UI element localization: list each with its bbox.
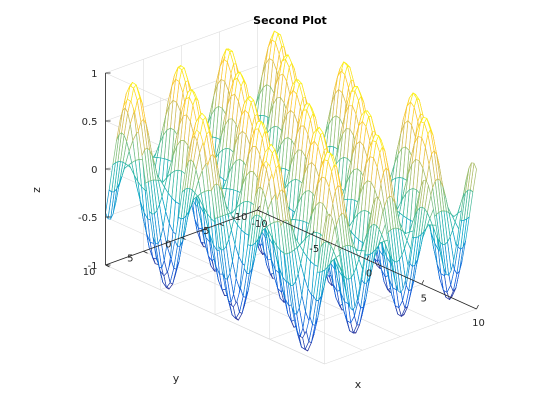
x-tick-mark — [311, 230, 315, 235]
x-tick-mark — [257, 205, 260, 211]
y-tick-label: 10 — [83, 267, 96, 278]
y-tick-mark — [257, 209, 262, 213]
y-tick-mark — [143, 250, 148, 254]
x-tick-mark — [476, 304, 479, 310]
z-tick-label: -0.5 — [78, 213, 98, 224]
z-axis-label: z — [30, 187, 43, 193]
back-grid-z — [105, 264, 325, 365]
x-tick-label: -5 — [309, 244, 319, 255]
side-grid-z — [105, 17, 258, 74]
floor-grid-y — [143, 250, 363, 351]
y-tick-label: 0 — [165, 240, 171, 251]
x-tick-label: 5 — [421, 293, 427, 304]
chart-title: Second Plot — [253, 14, 327, 27]
mesh-cell — [105, 189, 113, 220]
y-tick-mark — [181, 237, 186, 240]
surface-mesh — [105, 30, 477, 352]
y-tick-mark — [219, 223, 224, 227]
z-tick-label: 0 — [91, 165, 97, 176]
y-tick-label: -5 — [200, 226, 210, 237]
y-tick-label: -10 — [231, 212, 247, 223]
x-tick-label: 0 — [366, 269, 372, 280]
x-tick-mark — [366, 255, 370, 260]
z-tick-label: 0.5 — [82, 117, 98, 128]
x-axis-label: x — [355, 378, 362, 391]
y-tick-label: 5 — [127, 253, 133, 264]
y-axis-label: y — [173, 372, 180, 385]
x-tick-mark — [421, 280, 425, 285]
x-tick-label: 10 — [472, 318, 485, 329]
z-tick-label: -1 — [88, 261, 98, 272]
x-tick-label: -10 — [251, 219, 267, 230]
z-tick-label: 1 — [91, 69, 97, 80]
